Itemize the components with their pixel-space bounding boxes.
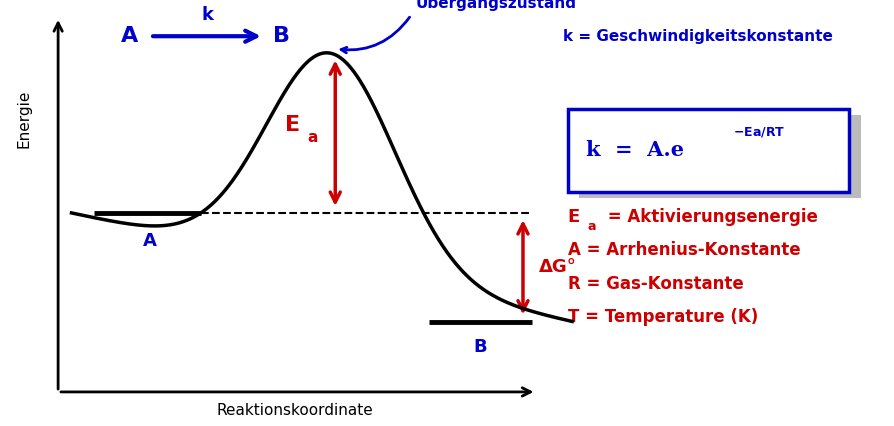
Text: k: k [201,6,214,24]
Text: E: E [568,208,580,226]
Text: A = Arrhenius-Konstante: A = Arrhenius-Konstante [568,242,800,259]
Text: Reaktionskoordinate: Reaktionskoordinate [216,403,374,418]
Text: Energie: Energie [16,90,31,149]
Text: $\mathregular{-Ea/RT}$: $\mathregular{-Ea/RT}$ [733,125,785,139]
Text: k  =  A.e: k = A.e [586,140,684,160]
Text: = Aktivierungsenergie: = Aktivierungsenergie [602,208,817,226]
Text: Übergangszustand: Übergangszustand [416,0,577,11]
Text: a: a [308,130,318,145]
Text: T = Temperature (K): T = Temperature (K) [568,308,758,326]
Text: ΔG°: ΔG° [539,258,577,276]
Text: A: A [143,232,157,250]
Text: R = Gas-Konstante: R = Gas-Konstante [568,275,744,293]
Text: A: A [121,26,139,46]
Text: B: B [473,338,487,356]
FancyBboxPatch shape [579,115,861,198]
Text: k = Geschwindigkeitskonstante: k = Geschwindigkeitskonstante [563,29,833,44]
FancyBboxPatch shape [568,109,849,192]
Text: E: E [285,115,299,135]
Text: B: B [273,26,291,46]
Text: a: a [587,220,596,233]
